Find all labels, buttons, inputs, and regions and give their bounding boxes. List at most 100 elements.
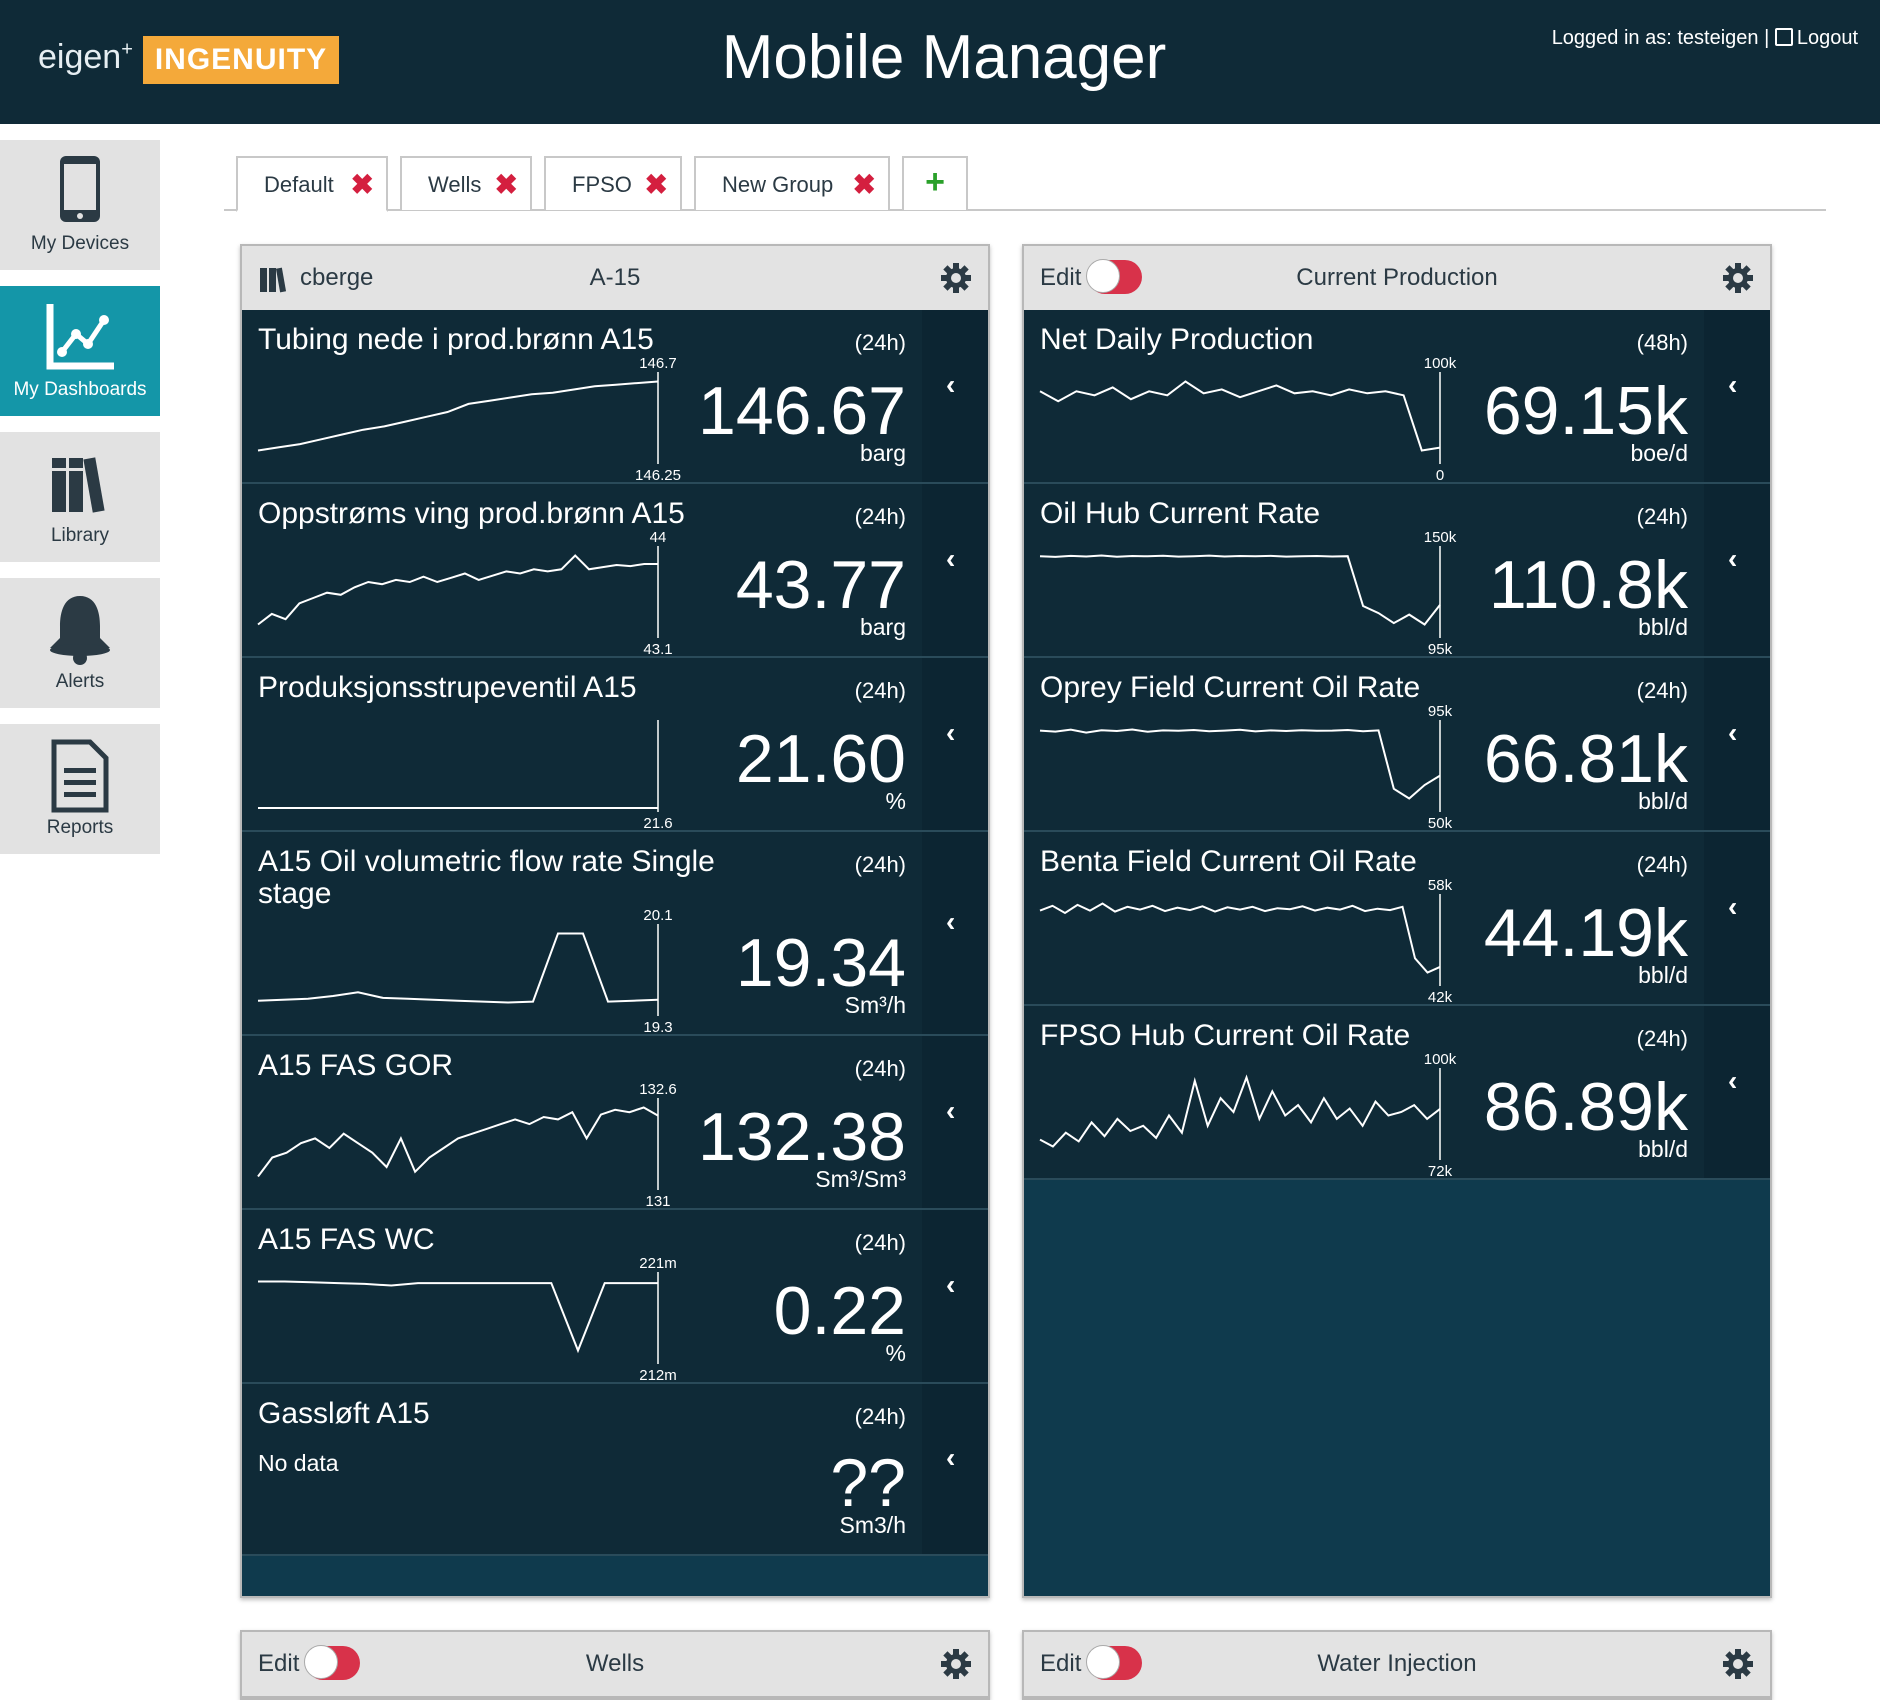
expand-button[interactable]: ‹ [922, 310, 988, 482]
metric-tile[interactable]: Oprey Field Current Oil Rate (24h) 66.81k b… [1024, 658, 1770, 832]
sparkline-chart: 100k 0 [1039, 355, 1457, 484]
sparkline-series [257, 1106, 659, 1178]
axis-max-label: 146.7 [639, 355, 677, 372]
tile-body: A15 Oil volumetric flow rate Single stag… [242, 832, 922, 1036]
chart-icon [46, 304, 114, 370]
expand-button[interactable]: ‹ [922, 1384, 988, 1554]
metric-tile[interactable]: Gassløft A15 (24h)?? Sm3/h No data ‹ [242, 1384, 988, 1556]
metric-tile[interactable]: FPSO Hub Current Oil Rate (24h) 86.89k bbl/… [1024, 1006, 1770, 1180]
tab-default[interactable]: Default ✖ [236, 156, 388, 212]
sidebar-item-reports[interactable]: Reports [0, 724, 160, 854]
tile-unit: bbl/d [1638, 962, 1688, 988]
panel-title: Water Injection [1317, 1650, 1477, 1677]
tile-period: (24h) [854, 330, 906, 355]
tab-new-group[interactable]: New Group ✖ [694, 156, 890, 210]
axis-min-label: 0 [1436, 467, 1444, 484]
tile-title: Benta Field Current Oil Rate [1040, 845, 1417, 878]
sparkline-series [257, 380, 659, 452]
gear-icon[interactable] [1722, 262, 1754, 294]
tile-title: Oprey Field Current Oil Rate [1040, 671, 1421, 704]
metric-tile[interactable]: Tubing nede i prod.brønn A15 (24h) 146.67 b… [242, 310, 988, 484]
axis-min-label: 19.3 [643, 1019, 672, 1036]
metric-tile[interactable]: A15 FAS WC (24h) 0.22% 221m 212m ‹ [242, 1210, 988, 1384]
expand-button[interactable]: ‹ [922, 832, 988, 1034]
close-icon[interactable]: ✖ [350, 169, 374, 200]
metric-tile[interactable]: Oil Hub Current Rate (24h) 110.8k bbl/d 150k… [1024, 484, 1770, 658]
tile-unit: Sm³/Sm³ [815, 1166, 906, 1192]
close-icon[interactable]: ✖ [494, 169, 518, 200]
axis-min-label: 72k [1428, 1163, 1453, 1180]
tile-unit: Sm3/h [839, 1512, 906, 1538]
axis-min-label: 50k [1428, 815, 1453, 832]
expand-button[interactable]: ‹ [922, 484, 988, 656]
tile-body: Gassløft A15 (24h)?? Sm3/h No data [242, 1384, 922, 1554]
sidebar-item-library[interactable]: Library [0, 432, 160, 562]
sparkline-series [1039, 554, 1441, 626]
edit-toggle[interactable] [304, 1645, 360, 1680]
close-icon[interactable]: ✖ [644, 169, 668, 200]
edit-label: Edit [1040, 264, 1082, 291]
dashboard-panel-current-production: Edit Current Production Net Daily Produc… [1022, 244, 1772, 1598]
expand-button[interactable]: ‹ [1704, 832, 1770, 1004]
sparkline-chart: 21.6 [258, 720, 673, 832]
expand-button[interactable]: ‹ [1704, 310, 1770, 482]
tile-body: A15 FAS WC (24h) 0.22% 221m 212m [242, 1210, 922, 1384]
edit-toggle[interactable] [1086, 1645, 1142, 1680]
close-icon[interactable]: ✖ [852, 169, 876, 200]
tile-value: 69.15k [1483, 373, 1688, 449]
library-icon [260, 267, 287, 293]
chevron-left-icon: ‹ [946, 369, 956, 400]
metric-tile[interactable]: A15 FAS GOR (24h) 132.38 Sm³/Sm³ 132.6 131 ‹ [242, 1036, 988, 1210]
sparkline-chart: 95k 50k [1039, 703, 1453, 832]
panel-owner: cberge [300, 264, 374, 291]
axis-min-label: 212m [639, 1367, 677, 1384]
axis-min-label: 21.6 [643, 815, 672, 832]
chevron-left-icon: ‹ [946, 717, 956, 748]
chevron-left-icon: ‹ [946, 1095, 956, 1126]
metric-tile[interactable]: A15 Oil volumetric flow rate Single stag… [242, 832, 988, 1036]
sidebar-item-my-dashboards[interactable]: My Dashboards [0, 286, 160, 416]
chevron-left-icon: ‹ [946, 543, 956, 574]
gear-icon[interactable] [940, 1648, 972, 1680]
logo: eigen+ [38, 38, 133, 77]
expand-button[interactable]: ‹ [922, 658, 988, 830]
tile-title: Gassløft A15 [258, 1397, 430, 1430]
tile-value: 146.67 [698, 373, 906, 449]
gear-icon[interactable] [940, 262, 972, 294]
expand-button[interactable]: ‹ [922, 1210, 988, 1382]
tab-fpso[interactable]: FPSO ✖ [544, 156, 682, 210]
sidebar-item-alerts[interactable]: Alerts [0, 578, 160, 708]
edit-toggle[interactable] [1086, 259, 1142, 294]
expand-button[interactable]: ‹ [922, 1036, 988, 1208]
expand-button[interactable]: ‹ [1704, 658, 1770, 830]
dashboard-panel-wells: Edit Wells [240, 1630, 990, 1700]
panel-title: Current Production [1296, 264, 1498, 291]
logged-in-label: Logged in as: testeigen | [1551, 27, 1770, 49]
tile-title: Net Daily Production [1040, 323, 1314, 356]
tile-body: Oppstrøms ving prod.brønn A15 (24h) 43.77 b… [242, 484, 922, 658]
panel-title: A-15 [589, 264, 641, 291]
tile-value: 44.19k [1483, 895, 1688, 971]
tile-value: 19.34 [735, 925, 906, 1001]
tabs-divider [224, 209, 1826, 211]
tile-value: 110.8k [1488, 547, 1688, 623]
axis-min-label: 146.25 [635, 467, 681, 484]
metric-tile[interactable]: Produksjonsstrupeventil A15 (24h) 21.60% 21… [242, 658, 988, 832]
sparkline-series [258, 1280, 658, 1354]
dashboard-panel-a15: cberge A-15 Tubing nede i prod.brønn A15… [240, 244, 990, 1598]
tab-wells[interactable]: Wells ✖ [400, 156, 532, 210]
axis-min-label: 43.1 [643, 641, 672, 658]
metric-tile[interactable]: Net Daily Production (48h) 69.15k boe/d 100k… [1024, 310, 1770, 484]
axis-max-label: 44 [650, 529, 667, 546]
chevron-left-icon: ‹ [946, 1442, 956, 1473]
expand-button[interactable]: ‹ [1704, 1006, 1770, 1178]
add-tab-button[interactable]: + [902, 156, 968, 210]
expand-button[interactable]: ‹ [1704, 484, 1770, 656]
axis-max-label: 100k [1424, 1051, 1457, 1068]
metric-tile[interactable]: Benta Field Current Oil Rate (24h) 44.19k b… [1024, 832, 1770, 1006]
gear-icon[interactable] [1722, 1648, 1754, 1680]
sidebar-item-my-devices[interactable]: My Devices [0, 140, 160, 270]
metric-tile[interactable]: Oppstrøms ving prod.brønn A15 (24h) 43.77 b… [242, 484, 988, 658]
tile-unit: bbl/d [1638, 1136, 1688, 1162]
logout-link[interactable]: Logout [1774, 27, 1858, 49]
